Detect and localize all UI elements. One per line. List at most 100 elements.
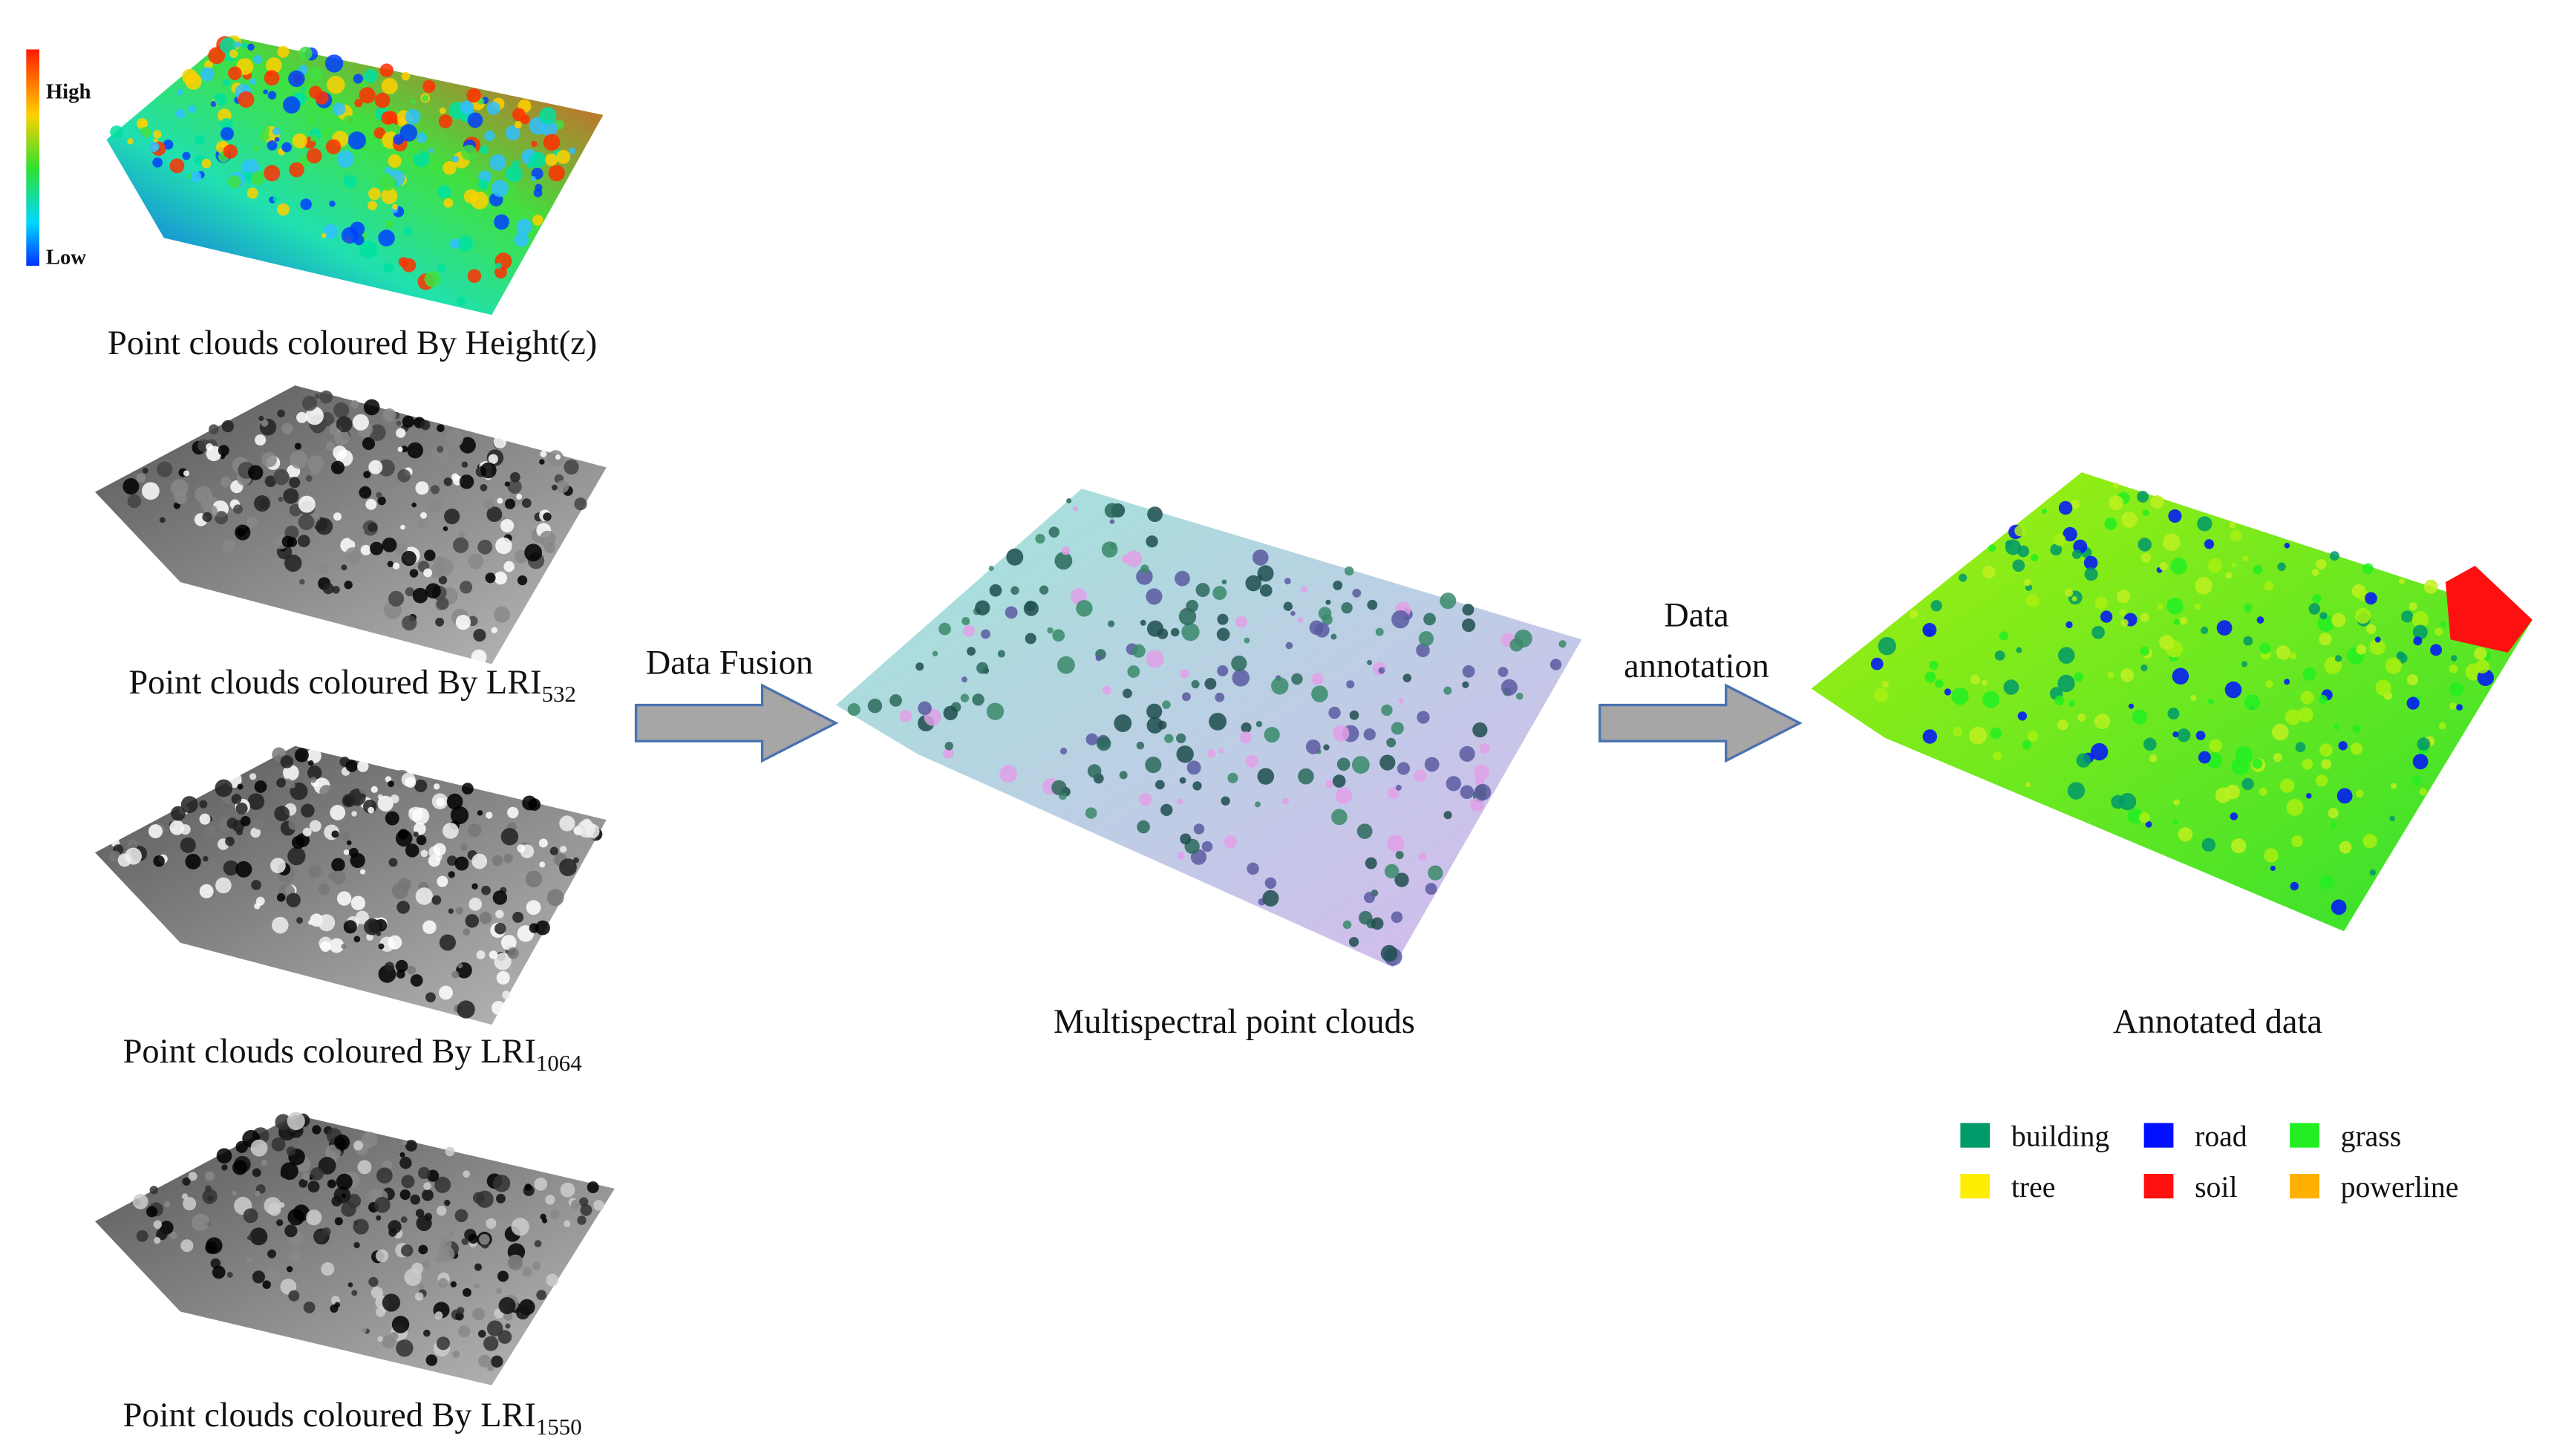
point bbox=[275, 1114, 292, 1131]
point bbox=[2411, 611, 2429, 628]
point bbox=[2423, 579, 2438, 594]
point bbox=[177, 89, 183, 96]
point bbox=[1221, 796, 1230, 806]
legend: building road grass tree soil powerline bbox=[1960, 1120, 2458, 1204]
legend-label: building bbox=[2011, 1120, 2110, 1152]
point bbox=[460, 843, 468, 852]
point bbox=[2084, 567, 2098, 581]
point bbox=[255, 1190, 261, 1197]
point bbox=[382, 537, 397, 552]
point bbox=[2434, 627, 2443, 636]
point bbox=[944, 742, 953, 751]
point bbox=[331, 870, 346, 885]
point bbox=[405, 1140, 417, 1152]
point bbox=[320, 941, 331, 953]
point bbox=[250, 171, 265, 186]
point bbox=[382, 1160, 393, 1170]
point bbox=[341, 227, 358, 244]
point bbox=[1994, 650, 2005, 661]
point bbox=[280, 755, 294, 768]
point bbox=[452, 1350, 460, 1359]
point bbox=[267, 140, 278, 151]
point bbox=[185, 853, 201, 870]
point bbox=[192, 1213, 210, 1232]
point bbox=[2140, 613, 2149, 622]
point bbox=[418, 1244, 428, 1255]
point bbox=[428, 148, 434, 154]
point bbox=[357, 1160, 372, 1175]
point bbox=[2138, 538, 2152, 552]
point bbox=[401, 71, 411, 81]
point bbox=[376, 1307, 386, 1317]
point bbox=[1155, 780, 1165, 790]
point bbox=[2330, 551, 2339, 561]
point bbox=[1239, 731, 1253, 744]
point bbox=[2356, 644, 2367, 655]
point bbox=[2369, 639, 2386, 656]
point bbox=[1139, 793, 1152, 806]
point bbox=[264, 1197, 281, 1215]
point bbox=[1479, 743, 1490, 754]
point bbox=[1039, 585, 1049, 595]
point bbox=[1982, 691, 1999, 708]
point bbox=[403, 226, 413, 236]
legend-swatch bbox=[2143, 1173, 2174, 1199]
point bbox=[549, 1209, 561, 1220]
point bbox=[267, 1249, 276, 1259]
point bbox=[1232, 669, 1250, 687]
point bbox=[1176, 852, 1185, 860]
point bbox=[496, 1193, 506, 1204]
point bbox=[1922, 622, 1937, 637]
point bbox=[460, 581, 473, 594]
point bbox=[473, 628, 486, 642]
point bbox=[149, 1186, 159, 1195]
input-captions: Point clouds coloured By Height(z) Point … bbox=[108, 324, 597, 1440]
point bbox=[2253, 564, 2263, 575]
point bbox=[391, 486, 406, 500]
point bbox=[568, 147, 576, 154]
point bbox=[376, 1215, 382, 1221]
point bbox=[1146, 588, 1163, 605]
point bbox=[180, 824, 191, 835]
point bbox=[225, 836, 235, 846]
point bbox=[2003, 679, 2019, 695]
point bbox=[2318, 694, 2328, 705]
point bbox=[2231, 757, 2250, 776]
point bbox=[201, 158, 212, 169]
point bbox=[1474, 783, 1492, 801]
point bbox=[2244, 694, 2260, 711]
point bbox=[476, 950, 486, 960]
point bbox=[336, 150, 355, 168]
point bbox=[457, 963, 463, 969]
point bbox=[287, 846, 306, 866]
point bbox=[254, 903, 261, 910]
point bbox=[477, 179, 489, 190]
point bbox=[199, 813, 211, 825]
point bbox=[343, 920, 357, 934]
point bbox=[298, 1178, 308, 1188]
point bbox=[427, 497, 443, 513]
point bbox=[524, 543, 543, 562]
point bbox=[2230, 812, 2238, 820]
point bbox=[214, 511, 229, 525]
point bbox=[353, 74, 364, 84]
point bbox=[448, 871, 455, 878]
point bbox=[2438, 722, 2446, 730]
legend-swatch bbox=[2290, 1123, 2319, 1148]
point bbox=[555, 454, 561, 460]
point bbox=[1175, 570, 1190, 587]
point bbox=[175, 108, 186, 119]
point bbox=[2077, 713, 2086, 722]
point bbox=[2241, 777, 2254, 791]
point bbox=[505, 165, 523, 183]
point bbox=[247, 43, 255, 51]
point bbox=[2244, 604, 2253, 613]
point bbox=[438, 114, 453, 128]
point bbox=[467, 823, 482, 838]
point bbox=[310, 467, 319, 475]
point bbox=[430, 485, 440, 494]
point bbox=[540, 450, 547, 457]
point bbox=[381, 187, 398, 204]
point bbox=[1262, 889, 1279, 907]
point bbox=[436, 797, 445, 807]
